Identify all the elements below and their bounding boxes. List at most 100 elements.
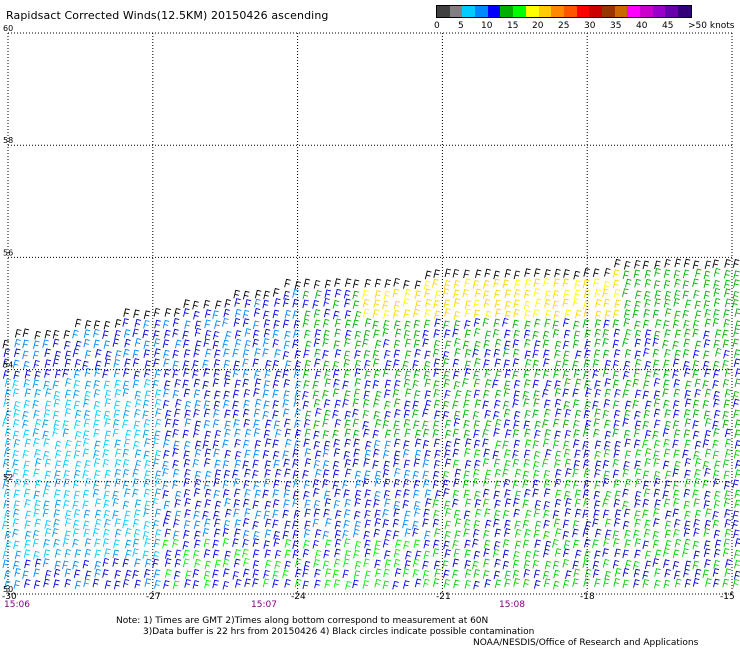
wind-barb: [353, 570, 361, 579]
wind-barb: [33, 568, 40, 578]
wind-barb: [513, 410, 521, 420]
wind-barb: [664, 470, 672, 480]
legend-label-40: 40: [636, 21, 648, 31]
wind-barb: [64, 350, 72, 360]
wind-barb: [553, 278, 560, 287]
wind-barb: [543, 530, 550, 540]
wind-barb: [144, 360, 152, 369]
wind-barb: [253, 370, 261, 379]
wind-barb: [363, 350, 371, 359]
wind-barb: [204, 448, 212, 458]
wind-barb: [423, 360, 431, 370]
wind-barb: [304, 448, 312, 457]
wind-barb: [463, 429, 471, 439]
wind-barb: [3, 398, 10, 408]
wind-barb: [514, 468, 522, 478]
wind-barb: [474, 288, 482, 298]
wind-barb: [323, 308, 331, 318]
wind-barb: [644, 278, 652, 288]
wind-barb: [574, 489, 582, 499]
wind-barb: [703, 500, 711, 509]
wind-barb: [282, 298, 290, 307]
wind-barb: [534, 539, 541, 549]
wind-barb: [134, 338, 142, 347]
wind-barb: [722, 419, 730, 429]
wind-barb: [594, 480, 601, 490]
wind-barb: [454, 468, 462, 478]
wind-barb: [602, 288, 609, 298]
wind-barb: [584, 329, 592, 338]
wind-barb: [352, 579, 359, 589]
wind-barb: [564, 508, 572, 517]
wind-barb: [644, 560, 652, 570]
wind-barb: [533, 268, 541, 277]
wind-barb: [552, 538, 559, 548]
wind-barb: [32, 340, 40, 350]
wind-barb: [244, 428, 252, 438]
wind-barb: [642, 540, 650, 550]
wind-barb: [13, 489, 20, 499]
wind-barb: [553, 369, 560, 379]
wind-barb: [453, 310, 461, 320]
wind-barb: [622, 549, 629, 559]
wind-barb: [574, 280, 581, 289]
wind-barb: [93, 400, 101, 410]
legend-swatch-12: [589, 6, 602, 17]
wind-barb: [622, 500, 629, 510]
wind-barb: [403, 478, 410, 488]
wind-barb: [222, 568, 230, 577]
wind-barb: [412, 360, 419, 369]
wind-barb: [473, 420, 481, 429]
wind-barb: [712, 470, 720, 479]
wind-barb: [422, 518, 429, 528]
wind-barb: [194, 478, 201, 488]
wind-barb: [122, 419, 129, 429]
wind-barb: [103, 439, 110, 449]
wind-barb: [452, 400, 459, 410]
wind-barb: [293, 510, 301, 519]
wind-barb: [593, 490, 601, 500]
wind-barb: [674, 349, 681, 359]
wind-barb: [54, 350, 61, 360]
wind-barb: [733, 570, 740, 580]
wind-barb: [713, 428, 720, 437]
legend-label-15: 15: [507, 21, 519, 31]
wind-barb: [512, 348, 520, 358]
wind-barb: [343, 538, 351, 547]
wind-barb: [253, 428, 261, 437]
wind-barb: [714, 460, 721, 470]
wind-barb: [512, 458, 520, 468]
wind-barb: [383, 310, 390, 319]
wind-barb: [394, 467, 401, 477]
wind-barb: [314, 370, 322, 380]
wind-barb: [54, 478, 62, 488]
wind-barb: [604, 378, 611, 387]
wind-barb: [3, 348, 11, 358]
wind-barb: [504, 310, 512, 320]
wind-barb: [472, 468, 480, 478]
wind-barb: [332, 310, 340, 320]
wind-barb: [603, 319, 610, 329]
wind-barb: [722, 410, 729, 420]
wind-barb: [483, 359, 490, 368]
wind-barb: [74, 460, 82, 470]
wind-barb: [284, 418, 291, 428]
wind-barb: [84, 350, 92, 359]
wind-barb: [672, 549, 680, 559]
wind-barb: [73, 469, 81, 479]
wind-barb: [332, 480, 340, 490]
wind-barb: [143, 478, 151, 488]
wind-barb: [345, 580, 352, 590]
wind-barb: [644, 448, 652, 457]
wind-barb: [575, 350, 582, 360]
wind-barb: [642, 260, 650, 270]
wind-barb: [262, 389, 270, 399]
wind-barb: [564, 408, 572, 418]
wind-barb: [713, 578, 720, 588]
wind-barb: [684, 469, 691, 479]
wind-barb: [433, 388, 440, 398]
wind-barb: [452, 489, 460, 499]
wind-barb: [53, 579, 60, 589]
wind-barb: [223, 378, 231, 387]
wind-barb: [242, 498, 250, 508]
